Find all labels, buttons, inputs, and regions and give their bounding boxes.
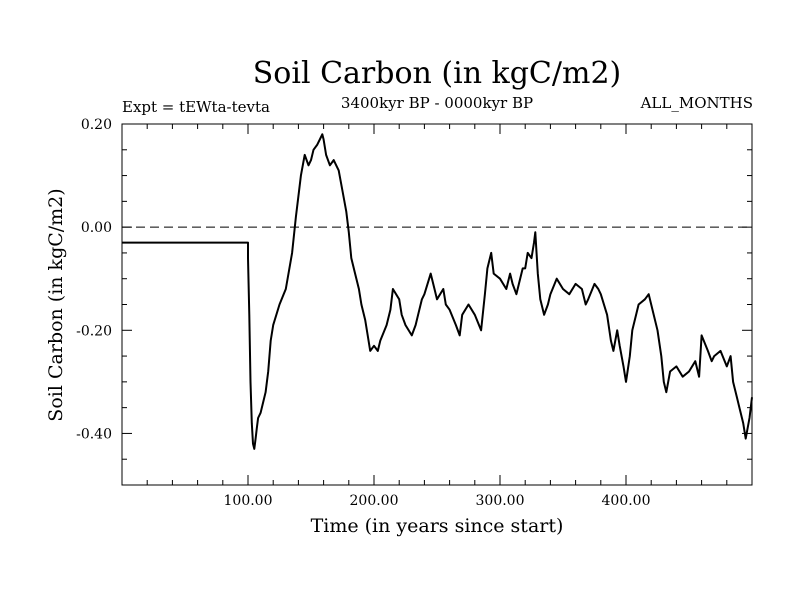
y-axis-label: Soil Carbon (in kgC/m2)	[45, 188, 67, 421]
y-tick-label: -0.40	[76, 426, 112, 442]
chart-title: Soil Carbon (in kgC/m2)	[253, 56, 621, 91]
months-label: ALL_MONTHS	[640, 94, 753, 112]
plot-area: 100.00 200.00 300.00 400.00 0.20 0.00 -0.20 -0.…	[76, 117, 753, 509]
soil-carbon-series-line	[122, 133, 753, 450]
time-range-subtitle: 3400kyr BP - 0000kyr BP	[341, 94, 533, 112]
y-tick-label: 0.00	[81, 220, 112, 236]
x-tick-label: 200.00	[350, 493, 399, 509]
x-axis-label: Time (in years since start)	[311, 515, 564, 537]
x-tick-label: 300.00	[476, 493, 525, 509]
x-tick-label: 400.00	[602, 493, 651, 509]
x-tick-label: 100.00	[224, 493, 273, 509]
y-tick-label: -0.20	[76, 323, 112, 339]
y-tick-label: 0.20	[81, 117, 112, 133]
plot-frame	[121, 123, 753, 486]
expt-label: Expt = tEWta-tevta	[122, 98, 270, 116]
